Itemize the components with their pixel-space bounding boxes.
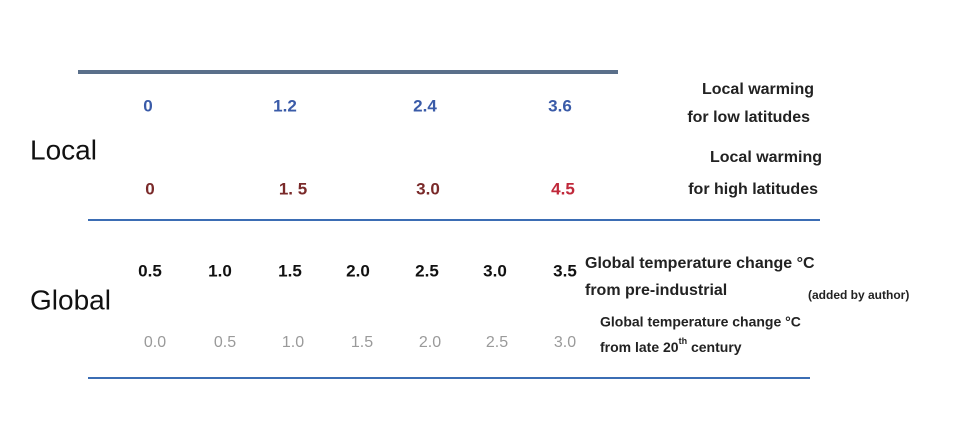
value: 3.0 <box>554 334 576 351</box>
value: 1.5 <box>278 261 302 280</box>
value: 0.5 <box>138 261 162 280</box>
late-label-part: century <box>687 339 742 355</box>
global-label-text: Global temperature change °C <box>585 255 815 272</box>
value: 3.0 <box>483 261 507 280</box>
value: 0.0 <box>144 334 166 351</box>
value: 2.0 <box>419 334 441 351</box>
value: 1.5 <box>351 334 373 351</box>
value: 3.5 <box>553 261 577 280</box>
value: 0.5 <box>214 334 236 351</box>
value: 3.6 <box>548 96 572 115</box>
global-label: Global <box>30 284 111 315</box>
note: (added by author) <box>808 288 909 302</box>
late-label-sup: th <box>679 336 688 346</box>
high-label: Local warming <box>710 149 822 166</box>
local-label: Local <box>30 134 97 165</box>
value: 1.0 <box>282 334 304 351</box>
late-label-part: from late 20 <box>600 339 679 355</box>
value: 2.4 <box>413 96 437 115</box>
high-label: for high latitudes <box>688 181 818 198</box>
value: 3.0 <box>416 179 440 198</box>
value: 0 <box>145 179 154 198</box>
late-label: Global temperature change °C <box>600 314 801 330</box>
low-label: Local warming <box>702 81 814 98</box>
value: 0 <box>143 96 152 115</box>
value: 2.5 <box>415 261 439 280</box>
value: 2.5 <box>486 334 508 351</box>
value: 2.0 <box>346 261 370 280</box>
low-label: for low latitudes <box>687 109 810 126</box>
value: 1.0 <box>208 261 232 280</box>
value: 4.5 <box>551 179 575 198</box>
value: 1. 5 <box>279 179 307 198</box>
late-label: from late 20th century <box>600 336 742 354</box>
global-label-text: from pre-industrial <box>585 282 727 299</box>
value: 1.2 <box>273 96 297 115</box>
